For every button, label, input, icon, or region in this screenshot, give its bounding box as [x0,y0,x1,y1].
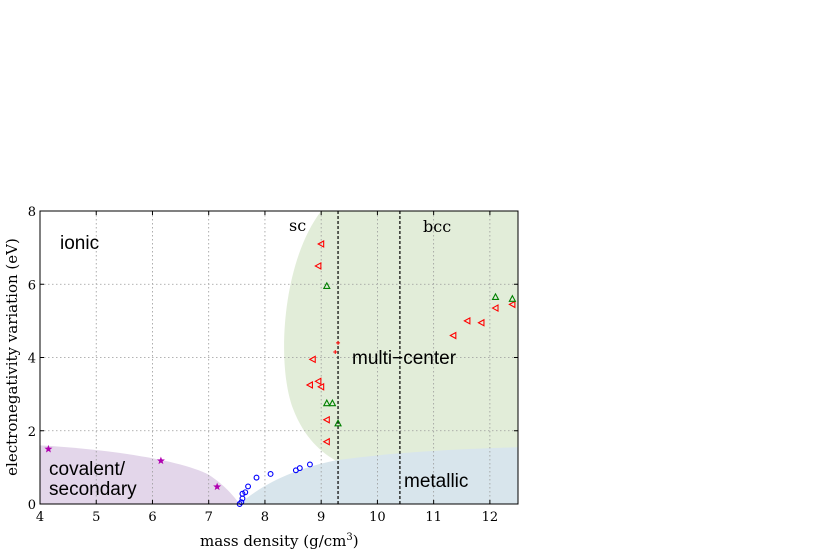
left-triangle-marker [477,318,485,327]
data-points [44,240,517,507]
star-marker [44,444,53,453]
left-triangle-marker [308,355,316,364]
left-triangle-marker [322,437,330,446]
region-label-ionic: ionic [60,233,99,254]
x-tick-label: 12 [482,510,499,525]
left-triangle-marker [314,377,322,386]
x-tick-label: 5 [92,510,100,525]
up-triangle-marker [328,398,337,407]
left-triangle-marker [508,300,516,309]
covalent-region [40,445,240,504]
left-triangle-marker [317,240,325,248]
left-triangle-marker [317,382,325,391]
lattice-label-bcc: bcc [423,217,451,236]
circle-marker [245,483,252,490]
y-tick-label: 4 [28,352,36,367]
plus-marker [336,340,341,345]
star-marker [213,482,222,491]
x-tick-label: 11 [425,510,442,525]
circle-marker [296,465,303,472]
circle-marker [267,471,274,477]
axis-ticks: 4 5 6 7 8 9 10 11 12 0 2 4 6 8 [28,205,518,525]
circle-marker [253,474,260,481]
x-tick-label: 8 [261,510,269,525]
lattice-label-sc: sc [289,216,306,235]
circle-marker [238,499,245,506]
left-triangle-marker [314,262,322,270]
region-label-multicenter: multi−center [352,348,457,369]
left-triangle-marker [491,304,499,312]
y-tick-label: 2 [28,425,36,440]
region-label-metallic: metallic [404,471,468,492]
left-triangle-marker [463,316,471,325]
y-axis-label: electronegativity variation (eV) [3,238,21,476]
y-tick-label: 0 [28,498,36,513]
region-label-covalent-2: secondary [49,479,137,500]
y-tick-label: 6 [28,278,36,293]
circle-marker [239,490,246,497]
up-triangle-marker [334,419,342,427]
metallic-region [239,447,518,504]
region-label-covalent-1: covalent/ [49,459,126,480]
multicenter-region [284,211,518,462]
x-tick-label: 10 [369,510,386,525]
circle-marker [242,489,249,496]
up-triangle-marker [491,292,500,301]
up-triangle-marker [508,294,517,302]
left-triangle-marker [449,331,457,340]
x-tick-label: 9 [317,510,325,525]
lattice-divider-lines [337,211,401,504]
y-tick-label: 8 [28,205,36,220]
x-tick-label: 7 [205,510,213,525]
left-triangle-marker [305,381,313,389]
x-tick-label: 4 [36,510,44,525]
grid [40,211,518,504]
x-axis-label: mass density (g/cm3) [200,532,359,550]
x-tick-label: 6 [148,510,156,525]
up-triangle-marker [322,398,331,407]
up-triangle-marker [322,281,331,290]
plus-marker [333,350,338,355]
circle-marker [306,461,313,468]
star-marker [156,456,165,465]
left-triangle-marker [322,415,330,424]
